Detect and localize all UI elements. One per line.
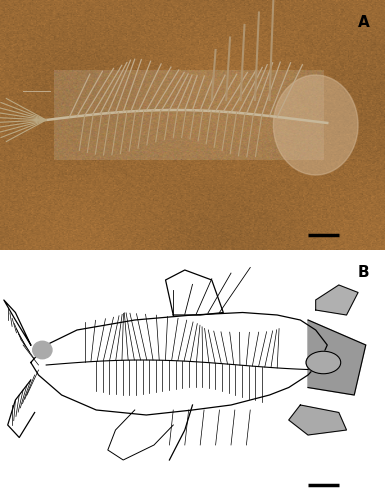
Circle shape — [306, 351, 341, 374]
Polygon shape — [316, 285, 358, 315]
Text: B: B — [358, 265, 370, 280]
Text: A: A — [358, 15, 370, 30]
Polygon shape — [308, 320, 366, 395]
Polygon shape — [289, 405, 346, 435]
Ellipse shape — [273, 75, 358, 175]
Ellipse shape — [33, 341, 52, 359]
